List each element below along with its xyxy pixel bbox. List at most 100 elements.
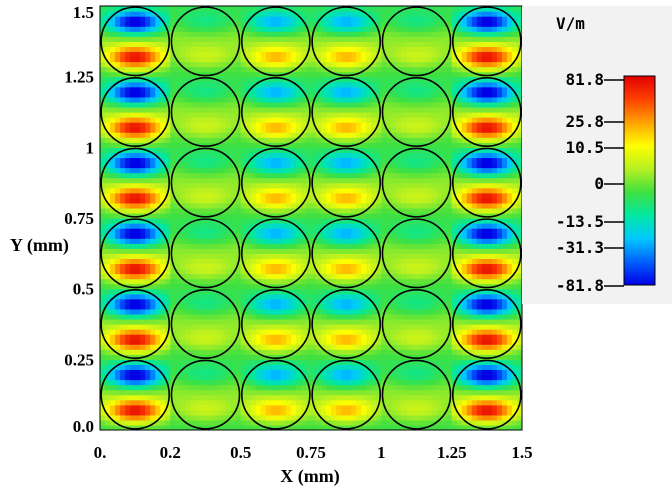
heat-cell — [336, 152, 342, 159]
heat-cell — [170, 218, 176, 224]
heat-cell — [426, 424, 433, 430]
heat-cell — [451, 228, 458, 234]
heat-cell — [270, 187, 277, 194]
heat-cell — [316, 233, 322, 239]
heat-cell — [275, 132, 282, 138]
heat-cell — [371, 147, 377, 153]
heat-cell — [411, 238, 418, 244]
heat-cell — [431, 142, 438, 148]
heat-cell — [401, 132, 408, 138]
heat-cell — [341, 394, 347, 401]
heat-cell — [195, 147, 202, 153]
heat-cell — [245, 318, 252, 325]
heat-cell — [366, 223, 372, 229]
heat-cell — [275, 228, 282, 234]
heat-cell — [506, 293, 513, 300]
heat-cell — [381, 349, 387, 355]
heat-cell — [391, 318, 397, 325]
heat-cell — [160, 192, 166, 199]
heat-cell — [456, 137, 463, 143]
heat-cell — [100, 389, 106, 396]
heat-cell — [496, 152, 503, 159]
heat-cell — [115, 349, 121, 355]
heat-cell — [381, 152, 387, 159]
heat-cell — [471, 172, 478, 179]
heat-cell — [250, 278, 257, 285]
heat-cell — [220, 404, 227, 411]
heat-cell — [260, 263, 267, 270]
heat-cell — [175, 223, 181, 229]
heat-cell — [401, 238, 408, 244]
heat-cell — [115, 369, 121, 376]
heat-cell — [471, 223, 478, 229]
heat-cell — [371, 414, 377, 421]
heat-cell — [326, 223, 332, 229]
heat-cell — [446, 152, 453, 159]
heat-cell — [361, 137, 367, 143]
heat-cell — [150, 263, 156, 270]
heat-cell — [110, 313, 116, 320]
heat-cell — [481, 268, 488, 275]
heat-cell — [401, 167, 408, 174]
heat-cell — [516, 303, 522, 310]
heat-cell — [431, 167, 438, 174]
heat-cell — [486, 419, 493, 426]
heat-cell — [105, 384, 111, 391]
heat-cell — [406, 303, 413, 310]
heat-cell — [225, 147, 232, 153]
heat-cell — [230, 253, 237, 259]
heat-cell — [255, 207, 262, 214]
heat-cell — [416, 202, 423, 209]
heat-cell — [185, 268, 192, 275]
heat-cell — [205, 283, 212, 290]
heat-cell — [311, 414, 317, 421]
heat-cell — [160, 248, 166, 254]
heat-cell — [110, 187, 116, 194]
heat-cell — [361, 303, 367, 310]
heat-cell — [431, 394, 438, 401]
heat-cell — [175, 379, 181, 386]
heat-cell — [150, 197, 156, 204]
heat-cell — [145, 162, 151, 169]
heat-cell — [150, 278, 156, 285]
heat-cell — [245, 313, 252, 320]
heat-cell — [396, 132, 403, 138]
heat-cell — [396, 389, 403, 396]
heat-cell — [180, 419, 186, 426]
heat-cell — [371, 243, 377, 249]
heat-cell — [446, 157, 453, 164]
heat-cell — [150, 142, 156, 148]
heat-cell — [401, 253, 408, 259]
heat-cell — [275, 313, 282, 320]
heat-cell — [331, 404, 337, 411]
heat-cell — [326, 339, 332, 345]
heat-cell — [130, 182, 136, 189]
heat-cell — [411, 394, 418, 401]
heat-cell — [170, 223, 176, 229]
heat-cell — [115, 263, 121, 270]
heat-cell — [401, 137, 408, 143]
heat-cell — [230, 207, 237, 214]
heat-cell — [461, 298, 468, 305]
heat-cell — [361, 187, 367, 194]
heat-cell — [356, 339, 362, 345]
heat-cell — [165, 202, 171, 209]
heat-cell — [155, 374, 161, 381]
heat-cell — [165, 248, 171, 254]
heat-cell — [456, 268, 463, 275]
heat-cell — [295, 288, 302, 295]
heat-cell — [275, 177, 282, 184]
heat-cell — [516, 424, 522, 430]
heat-cell — [170, 384, 176, 391]
heat-cell — [280, 137, 287, 143]
heat-cell — [351, 273, 357, 280]
heat-cell — [456, 419, 463, 426]
heat-cell — [436, 152, 443, 159]
heat-cell — [230, 238, 237, 244]
heat-cell — [230, 339, 237, 345]
heat-cell — [235, 334, 242, 340]
heat-cell — [441, 132, 448, 138]
heat-cell — [195, 172, 202, 179]
heat-cell — [416, 379, 423, 386]
heat-cell — [135, 329, 141, 335]
